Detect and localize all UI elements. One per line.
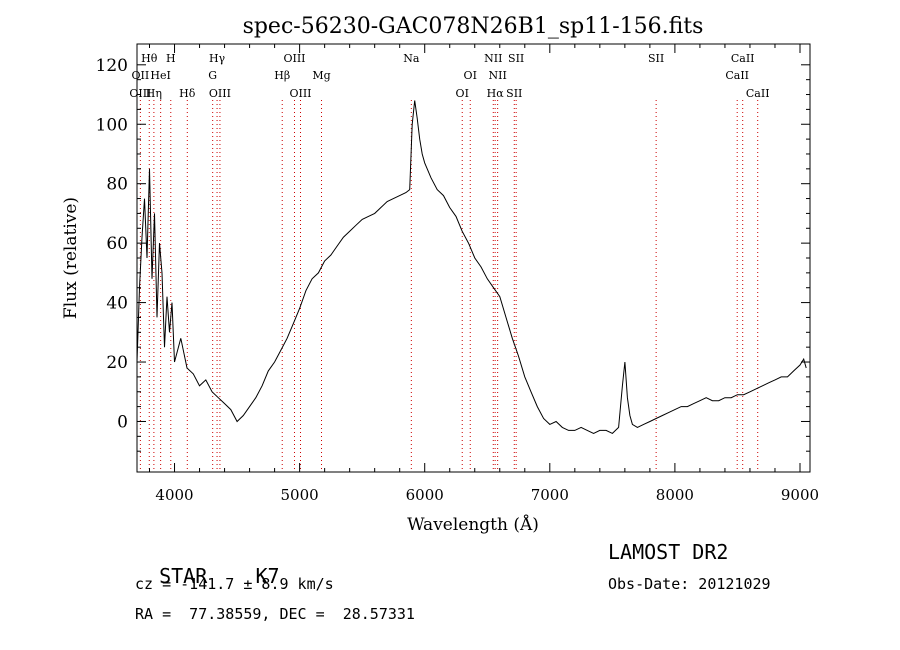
line-marker-label: OIII: [209, 87, 231, 100]
line-marker-label: SII: [648, 52, 664, 65]
line-marker-label: Hα: [487, 87, 505, 100]
y-tick-label: 100: [96, 115, 128, 135]
line-marker-label: H: [166, 52, 176, 65]
line-marker-label: NII: [484, 52, 502, 65]
y-tick-label: 0: [117, 412, 128, 432]
line-marker-label: NII: [488, 69, 506, 82]
line-marker-label: HeI: [150, 69, 170, 82]
line-marker-label: OI: [464, 69, 477, 82]
line-marker-label: Hδ: [179, 87, 196, 100]
y-tick-label: 80: [106, 175, 128, 195]
x-tick-label: 5000: [281, 486, 319, 504]
observation-date: Obs-Date: 20121029: [608, 575, 771, 593]
line-marker-label: OIII: [283, 52, 305, 65]
y-axis-label: Flux (relative): [61, 197, 81, 319]
line-marker-label: Hβ: [274, 69, 290, 82]
y-tick-label: 120: [96, 56, 128, 76]
y-tick-label: 60: [106, 234, 128, 254]
line-marker-label: G: [208, 69, 217, 82]
line-marker-label: OI: [456, 87, 469, 100]
object-class: STAR K7: [135, 540, 280, 588]
x-tick-label: 6000: [406, 486, 444, 504]
line-marker-label: Hθ: [141, 52, 158, 65]
x-axis-label: Wavelength (Å): [407, 514, 539, 535]
line-marker-label: OIII: [129, 87, 151, 100]
object-subclass: K7: [255, 564, 280, 588]
x-tick-label: 9000: [781, 486, 819, 504]
line-marker-label: CaII: [725, 69, 749, 82]
y-tick-label: 20: [106, 353, 128, 373]
line-marker-label: Na: [403, 52, 420, 65]
line-marker-label: OII: [132, 69, 150, 82]
x-axis-ticks: 4000 5000 6000 7000 8000 9000: [149, 44, 819, 504]
line-marker-label: SII: [506, 87, 522, 100]
x-tick-label: 4000: [155, 486, 193, 504]
object-label: STAR: [159, 564, 208, 588]
line-marker-label: OIII: [289, 87, 311, 100]
x-tick-label: 7000: [531, 486, 569, 504]
survey-name: LAMOST DR2: [608, 540, 729, 564]
y-axis-ticks: 0 20 40 60 80 100 120: [96, 56, 810, 452]
y-tick-label: 40: [106, 294, 128, 314]
sky-coordinates: RA = 77.38559, DEC = 28.57331: [135, 605, 415, 623]
line-marker-label: Mg: [312, 69, 330, 82]
spectrum-series-line: [136, 100, 807, 435]
line-marker-label: Hη: [146, 87, 162, 100]
redshift-velocity: cz = -141.7 ± 8.9 km/s: [135, 575, 334, 593]
line-marker-label: SII: [508, 52, 524, 65]
line-marker-label: CaII: [746, 87, 770, 100]
line-marker-label: Hγ: [209, 52, 226, 65]
x-tick-label: 8000: [656, 486, 694, 504]
chart-title: spec-56230-GAC078N26B1_sp11-156.fits: [243, 14, 704, 39]
line-marker-label: CaII: [731, 52, 755, 65]
plot-frame: [136, 43, 811, 473]
